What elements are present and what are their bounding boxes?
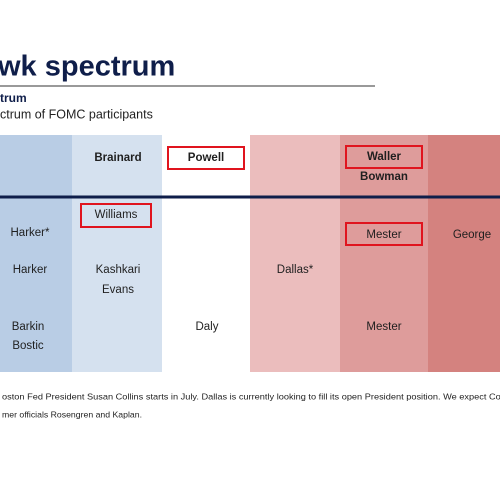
leader-name: Bowman: [360, 171, 408, 183]
highlight-box: [80, 203, 152, 228]
highlight-box: [345, 222, 423, 246]
leader-name: Powell: [188, 152, 224, 164]
member-name: Harker*: [11, 227, 51, 239]
member-name: Dallas*: [277, 264, 314, 276]
member-name: Harker: [13, 264, 48, 276]
member-name: Bostic: [12, 340, 44, 352]
member-name: Daly: [195, 321, 218, 333]
leader-name: Brainard: [94, 152, 141, 164]
member-name: George: [453, 229, 491, 241]
member-name: Mester: [366, 229, 401, 241]
footnote: mer officials Rosengren and Kaplan.: [2, 409, 142, 419]
column: [250, 135, 340, 372]
member-name: Evans: [102, 284, 134, 296]
highlight-box: [167, 146, 245, 170]
subtitle: trum: [0, 91, 27, 105]
leader-name: Waller: [367, 151, 402, 163]
column: [340, 135, 428, 372]
member-name: Williams: [95, 209, 138, 221]
member-name: Kashkari: [96, 264, 141, 276]
column: [428, 135, 500, 372]
highlight-box: [345, 145, 423, 169]
description: ctrum of FOMC participants: [0, 107, 153, 121]
member-name: Mester: [366, 321, 401, 333]
member-name: Barkin: [12, 321, 45, 333]
footnote: oston Fed President Susan Collins starts…: [2, 391, 500, 401]
title: wk spectrum: [0, 51, 175, 83]
column: [72, 135, 162, 372]
column: [0, 135, 72, 372]
